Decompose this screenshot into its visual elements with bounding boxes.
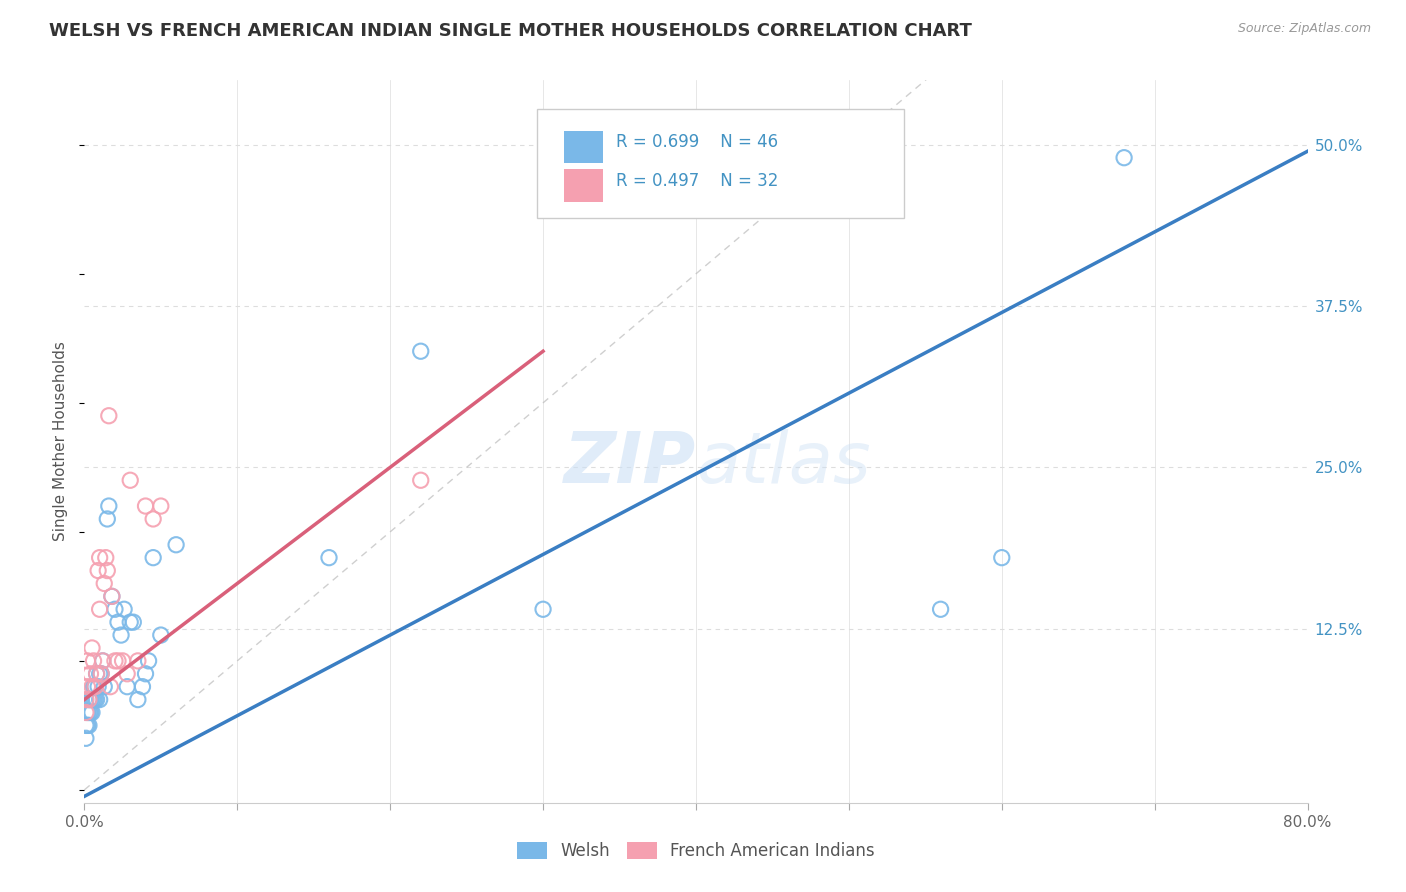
Point xyxy=(89,692,111,706)
Point xyxy=(87,564,110,578)
Point xyxy=(138,654,160,668)
Point xyxy=(107,615,129,630)
Text: ZIP: ZIP xyxy=(564,429,696,498)
Point xyxy=(90,666,112,681)
Point xyxy=(80,680,103,694)
Point xyxy=(101,590,124,604)
Point xyxy=(97,409,120,423)
Point xyxy=(122,615,145,630)
Point xyxy=(86,666,108,681)
Point xyxy=(93,680,115,694)
Point xyxy=(76,706,98,720)
Legend: Welsh, French American Indians: Welsh, French American Indians xyxy=(510,835,882,867)
Point xyxy=(79,666,101,681)
Point xyxy=(142,512,165,526)
Point xyxy=(112,602,135,616)
Point xyxy=(110,628,132,642)
Point xyxy=(94,550,117,565)
Point xyxy=(929,602,952,616)
Point xyxy=(91,654,114,668)
Point xyxy=(75,718,97,732)
Point xyxy=(79,692,101,706)
Point xyxy=(75,706,97,720)
Point xyxy=(135,499,157,513)
Point xyxy=(142,550,165,565)
Point xyxy=(86,692,108,706)
Point xyxy=(111,654,134,668)
Point xyxy=(165,538,187,552)
Point xyxy=(98,680,121,694)
Point xyxy=(120,615,142,630)
Point xyxy=(89,666,111,681)
Point xyxy=(77,706,100,720)
Point xyxy=(79,706,101,720)
Point xyxy=(75,692,97,706)
Text: atlas: atlas xyxy=(696,429,870,498)
Point xyxy=(87,680,110,694)
Point xyxy=(77,692,100,706)
Point xyxy=(318,550,340,565)
Point xyxy=(90,666,112,681)
Point xyxy=(101,590,124,604)
Point xyxy=(127,692,149,706)
Point xyxy=(91,654,114,668)
Point xyxy=(96,564,118,578)
Point xyxy=(84,680,107,694)
Point xyxy=(83,692,105,706)
Point xyxy=(107,654,129,668)
Point xyxy=(131,680,153,694)
Point xyxy=(115,666,138,681)
Point xyxy=(127,654,149,668)
Point xyxy=(991,550,1014,565)
Point xyxy=(96,512,118,526)
Y-axis label: Single Mother Households: Single Mother Households xyxy=(53,342,69,541)
Point xyxy=(84,680,107,694)
Point xyxy=(86,666,108,681)
Point xyxy=(120,473,142,487)
Point xyxy=(76,680,98,694)
Text: R = 0.699    N = 46: R = 0.699 N = 46 xyxy=(616,133,779,151)
Point xyxy=(531,602,554,616)
Point xyxy=(80,692,103,706)
Point xyxy=(149,628,172,642)
Point xyxy=(89,550,111,565)
Point xyxy=(115,680,138,694)
Text: Source: ZipAtlas.com: Source: ZipAtlas.com xyxy=(1237,22,1371,36)
Point xyxy=(97,499,120,513)
Point xyxy=(104,602,127,616)
FancyBboxPatch shape xyxy=(537,109,904,218)
Point xyxy=(1114,151,1136,165)
Point xyxy=(80,640,103,655)
Point xyxy=(77,692,100,706)
Point xyxy=(409,473,432,487)
Text: R = 0.497    N = 32: R = 0.497 N = 32 xyxy=(616,172,779,190)
Point xyxy=(149,499,172,513)
Point xyxy=(76,654,98,668)
Bar xyxy=(564,131,603,163)
Point xyxy=(83,680,105,694)
Point xyxy=(83,654,105,668)
Point xyxy=(93,576,115,591)
Point xyxy=(89,602,111,616)
Point xyxy=(75,731,97,746)
Bar xyxy=(564,169,603,202)
Point xyxy=(135,666,157,681)
Point xyxy=(76,718,98,732)
Point xyxy=(80,706,103,720)
Point xyxy=(409,344,432,359)
Text: WELSH VS FRENCH AMERICAN INDIAN SINGLE MOTHER HOUSEHOLDS CORRELATION CHART: WELSH VS FRENCH AMERICAN INDIAN SINGLE M… xyxy=(49,22,972,40)
Point xyxy=(104,654,127,668)
Point xyxy=(77,718,100,732)
Point xyxy=(84,692,107,706)
